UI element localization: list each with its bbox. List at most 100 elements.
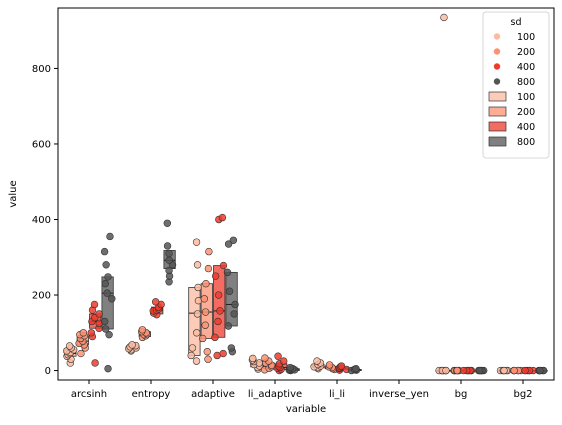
data-point bbox=[200, 295, 209, 303]
legend-marker bbox=[493, 48, 501, 55]
data-point bbox=[510, 366, 518, 375]
legend: sd 100 200 400 800 100 200 400 800 bbox=[482, 11, 550, 159]
x-tick-label: li_adaptive bbox=[248, 389, 302, 400]
legend-label: 100 bbox=[517, 32, 535, 43]
legend-swatch bbox=[488, 106, 507, 117]
data-point bbox=[453, 366, 461, 375]
data-point bbox=[203, 347, 211, 356]
box bbox=[213, 265, 226, 338]
data-point bbox=[77, 349, 85, 358]
data-point bbox=[104, 364, 112, 373]
legend-marker bbox=[493, 78, 501, 85]
data-point bbox=[224, 240, 233, 248]
x-tick-label: entropy bbox=[132, 389, 171, 400]
data-point bbox=[100, 247, 109, 256]
y-tick-label: 400 bbox=[32, 215, 51, 226]
data-point bbox=[165, 256, 173, 264]
data-point bbox=[219, 349, 227, 358]
legend-swatch bbox=[488, 121, 507, 132]
y-tick-label: 600 bbox=[32, 139, 51, 150]
y-tick-label: 0 bbox=[45, 366, 51, 377]
data-point bbox=[201, 308, 210, 316]
data-point bbox=[163, 219, 172, 227]
data-point bbox=[274, 352, 282, 360]
points-layer bbox=[63, 13, 548, 375]
data-point bbox=[102, 261, 110, 269]
data-point bbox=[475, 366, 484, 375]
data-point bbox=[198, 334, 207, 343]
data-point bbox=[211, 272, 220, 280]
legend-box bbox=[482, 11, 550, 159]
data-point bbox=[163, 242, 172, 250]
data-point bbox=[192, 357, 201, 365]
data-point bbox=[101, 279, 109, 288]
legend-marker bbox=[493, 63, 501, 70]
y-axis: 0 200 400 600 800 bbox=[32, 64, 58, 377]
data-point bbox=[219, 261, 228, 270]
data-point bbox=[352, 364, 360, 373]
legend-swatch bbox=[488, 136, 507, 147]
x-axis-label: variable bbox=[286, 404, 326, 415]
plot-area-frame bbox=[57, 7, 555, 381]
legend-label: 400 bbox=[517, 62, 535, 73]
data-point bbox=[500, 366, 508, 375]
data-point bbox=[202, 279, 210, 288]
x-tick-label: adaptive bbox=[191, 389, 235, 400]
data-point bbox=[216, 307, 224, 315]
data-point bbox=[101, 325, 110, 333]
x-tick-label: li_li bbox=[329, 389, 345, 400]
data-point bbox=[138, 326, 147, 334]
data-point bbox=[165, 249, 173, 258]
x-tick-label: inverse_yen bbox=[369, 389, 429, 400]
data-point bbox=[104, 273, 112, 281]
data-point bbox=[211, 333, 219, 342]
legend-title: sd bbox=[511, 17, 522, 28]
data-point bbox=[193, 329, 201, 337]
data-point bbox=[95, 310, 103, 318]
data-point bbox=[87, 329, 95, 337]
data-point bbox=[188, 344, 197, 352]
data-point bbox=[223, 268, 232, 277]
y-tick-label: 800 bbox=[32, 64, 51, 75]
data-point bbox=[214, 317, 222, 326]
data-point bbox=[194, 283, 202, 292]
y-tick-label: 200 bbox=[32, 291, 51, 302]
data-point bbox=[280, 357, 288, 365]
data-point bbox=[536, 366, 544, 375]
data-point bbox=[101, 317, 109, 326]
data-point bbox=[151, 298, 160, 306]
data-point bbox=[204, 355, 212, 363]
data-point bbox=[192, 238, 201, 246]
data-point bbox=[249, 354, 257, 363]
data-point bbox=[187, 351, 195, 360]
x-tick-label: arcsinh bbox=[71, 389, 107, 400]
x-tick-label: bg2 bbox=[513, 389, 532, 400]
data-point bbox=[204, 264, 213, 273]
data-point bbox=[225, 287, 234, 295]
data-point bbox=[230, 310, 238, 318]
legend-label: 200 bbox=[517, 107, 535, 118]
legend-swatch bbox=[488, 91, 507, 102]
data-point bbox=[229, 236, 238, 244]
legend-label: 800 bbox=[517, 137, 535, 148]
data-point bbox=[227, 344, 236, 352]
data-point bbox=[193, 261, 202, 269]
data-point bbox=[313, 357, 321, 365]
legend-label: 100 bbox=[517, 92, 535, 103]
data-point bbox=[231, 300, 239, 309]
box bbox=[225, 271, 238, 327]
data-point bbox=[201, 321, 209, 329]
legend-marker bbox=[493, 33, 501, 40]
data-point bbox=[65, 342, 74, 350]
data-point bbox=[325, 361, 334, 369]
data-point bbox=[103, 289, 111, 297]
data-point bbox=[193, 310, 202, 318]
data-point bbox=[459, 366, 468, 375]
data-point bbox=[90, 300, 99, 309]
data-point bbox=[105, 330, 113, 339]
data-point bbox=[224, 322, 233, 330]
legend-label: 800 bbox=[517, 77, 535, 88]
data-point bbox=[91, 359, 99, 367]
data-point bbox=[108, 295, 116, 303]
